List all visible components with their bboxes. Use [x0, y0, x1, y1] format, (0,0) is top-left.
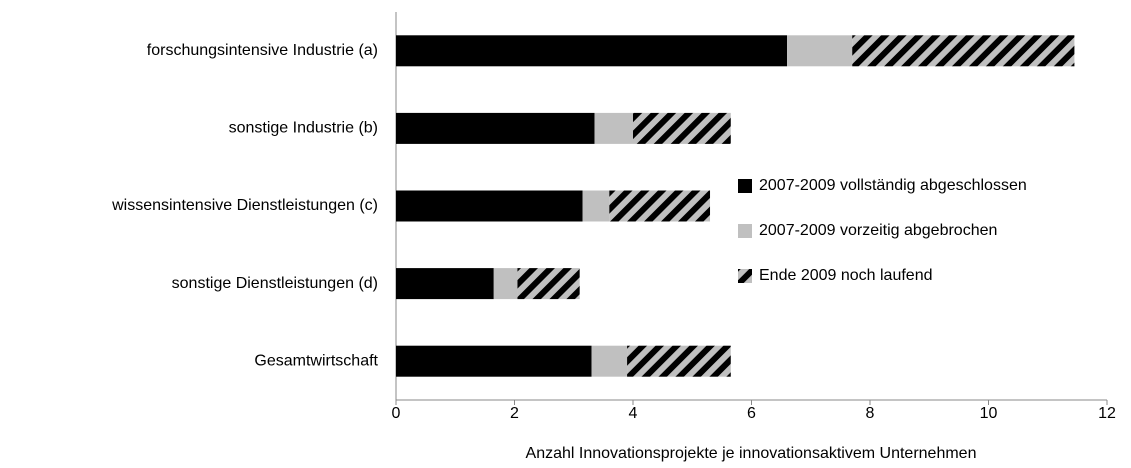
- y-tick-label: wissensintensive Dienstleistungen (c): [111, 197, 378, 214]
- x-tick-label: 2: [510, 405, 519, 422]
- legend-label: 2007-2009 vollständig abgeschlossen: [759, 177, 1027, 194]
- y-tick-label: forschungsintensive Industrie (a): [147, 42, 378, 59]
- bar-segment: [591, 345, 628, 377]
- x-axis-title: Anzahl Innovationsprojekte je innovation…: [526, 445, 977, 462]
- bar-segment: [396, 35, 788, 67]
- bar-segment: [582, 190, 610, 222]
- y-tick-label: Gesamtwirtschaft: [254, 352, 378, 369]
- bar-segment: [493, 268, 518, 300]
- legend-label: Ende 2009 noch laufend: [759, 267, 932, 284]
- y-tick-label: sonstige Dienstleistungen (d): [172, 275, 378, 292]
- x-tick-label: 0: [392, 405, 401, 422]
- legend-label: 2007-2009 vorzeitig abgebrochen: [759, 222, 997, 239]
- legend-swatch: [738, 179, 752, 193]
- x-tick-label: 12: [1098, 405, 1116, 422]
- bar-segment: [627, 345, 731, 377]
- bar-segment: [396, 190, 583, 222]
- bar-segment: [517, 268, 580, 300]
- x-tick-label: 4: [629, 405, 638, 422]
- bar-segment: [633, 112, 731, 144]
- x-tick-label: 10: [980, 405, 998, 422]
- bar-segment: [594, 112, 633, 144]
- legend-swatch: [738, 269, 752, 283]
- legend-swatch: [738, 224, 752, 238]
- x-tick-label: 8: [866, 405, 875, 422]
- bar-segment: [396, 112, 595, 144]
- bar-segment: [852, 35, 1075, 67]
- y-tick-label: sonstige Industrie (b): [229, 120, 378, 137]
- bar-segment: [787, 35, 853, 67]
- bar-segment: [396, 345, 592, 377]
- bar-segment: [396, 268, 494, 300]
- x-tick-label: 6: [747, 405, 756, 422]
- bar-segment: [609, 190, 711, 222]
